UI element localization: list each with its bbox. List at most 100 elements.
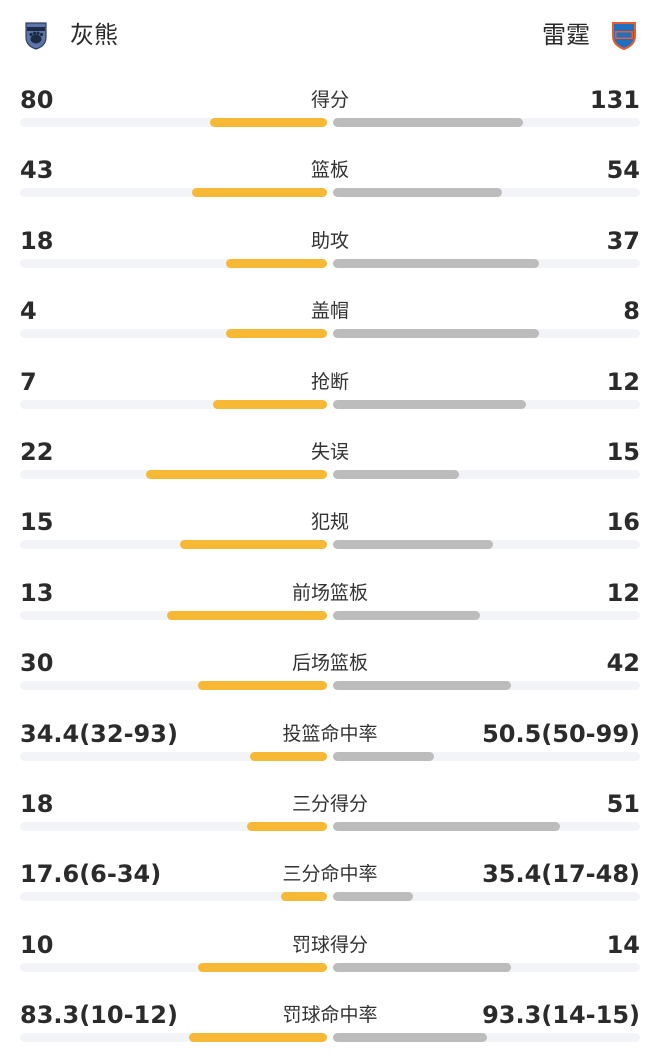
left-team-value: 10 <box>20 930 54 959</box>
left-team-bar <box>226 329 327 339</box>
left-team-value: 18 <box>20 226 54 255</box>
right-team-value: 42 <box>606 649 640 678</box>
stat-row: 30 后场篮板 42 <box>0 633 660 703</box>
right-team-bar <box>333 822 560 831</box>
left-bar-track <box>20 822 327 831</box>
left-bar-track <box>20 681 327 691</box>
left-team-bar <box>198 681 327 691</box>
left-team-value: 83.3(10-12) <box>20 1001 178 1030</box>
left-team-value: 18 <box>20 790 54 818</box>
right-team-value: 37 <box>606 226 640 255</box>
right-bar-track <box>333 681 640 691</box>
right-team-bar <box>333 399 526 409</box>
left-team-value: 80 <box>20 86 54 114</box>
stat-row: 80 得分 131 <box>0 70 660 140</box>
right-team-bar <box>333 892 413 902</box>
left-team-bar <box>210 118 327 127</box>
right-team-value: 16 <box>606 508 640 537</box>
stat-row: 18 三分得分 51 <box>0 774 660 844</box>
left-bar-track <box>20 751 327 761</box>
right-team-bar <box>333 1033 487 1043</box>
right-team-value: 12 <box>606 367 640 396</box>
stat-label: 罚球命中率 <box>282 1004 378 1027</box>
stat-label: 三分得分 <box>291 793 368 815</box>
left-team-value: 30 <box>20 649 54 678</box>
stat-label: 犯规 <box>310 511 349 534</box>
right-team-bar <box>333 118 523 127</box>
stat-label: 助攻 <box>310 229 349 252</box>
left-team-bar <box>247 822 327 831</box>
right-team-value: 8 <box>623 297 640 326</box>
stat-row: 15 犯规 16 <box>0 492 660 562</box>
right-team-name: 雷霆 <box>542 21 590 49</box>
right-team-bar <box>333 962 511 972</box>
left-team-value: 15 <box>20 508 54 537</box>
left-bar-track <box>20 399 327 409</box>
right-team-bar <box>333 751 434 761</box>
left-bar-track <box>20 188 327 198</box>
right-bar-track <box>333 118 640 127</box>
stat-row: 22 失误 15 <box>0 422 660 492</box>
left-bar-track <box>20 540 327 550</box>
left-bar-track <box>20 962 327 972</box>
left-team-bar <box>198 962 327 972</box>
stat-row: 10 罚球得分 14 <box>0 915 660 985</box>
stat-label: 抢断 <box>310 370 349 393</box>
stat-row: 18 助攻 37 <box>0 211 660 281</box>
right-bar-track <box>333 751 640 761</box>
right-bar-track <box>333 188 640 198</box>
stat-row: 4 盖帽 8 <box>0 281 660 351</box>
stat-label: 罚球得分 <box>291 933 368 956</box>
stat-label: 失误 <box>310 441 349 463</box>
right-bar-track <box>333 892 640 902</box>
right-team-value: 50.5(50-99) <box>482 719 640 748</box>
right-team-value: 93.3(14-15) <box>482 1001 640 1030</box>
right-team-bar <box>333 470 459 479</box>
left-team-value: 22 <box>20 438 54 466</box>
right-team-value: 12 <box>606 578 640 607</box>
left-team-bar <box>281 892 327 902</box>
left-team-bar <box>192 188 327 198</box>
right-bar-track <box>333 1033 640 1043</box>
left-bar-track <box>20 258 327 268</box>
left-team-value: 17.6(6-34) <box>20 860 162 889</box>
left-bar-track <box>20 118 327 127</box>
right-team-bar <box>333 681 511 691</box>
okc-thunder-logo-icon <box>608 19 640 51</box>
left-team-bar <box>226 258 327 268</box>
stat-label: 篮板 <box>310 159 349 182</box>
right-bar-track <box>333 258 640 268</box>
left-team-name: 灰熊 <box>70 21 118 49</box>
left-bar-track <box>20 610 327 620</box>
stat-row: 34.4(32-93) 投篮命中率 50.5(50-99) <box>0 704 660 774</box>
right-bar-track <box>333 540 640 550</box>
right-bar-track <box>333 822 640 831</box>
right-bar-track <box>333 329 640 339</box>
grizzlies-logo-icon <box>20 19 52 51</box>
stat-label: 后场篮板 <box>291 652 368 675</box>
left-team-bar <box>189 1033 327 1043</box>
right-team-value: 51 <box>606 790 640 818</box>
left-bar-track <box>20 470 327 479</box>
stat-label: 三分命中率 <box>282 863 378 886</box>
right-team-bar <box>333 540 493 550</box>
stat-row: 83.3(10-12) 罚球命中率 93.3(14-15) <box>0 985 660 1055</box>
left-team-value: 7 <box>20 367 37 396</box>
right-bar-track <box>333 610 640 620</box>
right-team-value: 131 <box>589 86 640 114</box>
left-team-bar <box>167 610 327 620</box>
right-team-value: 35.4(17-48) <box>482 860 640 889</box>
stat-label: 前场篮板 <box>291 581 368 604</box>
left-team-bar <box>180 540 327 550</box>
right-team-value: 54 <box>606 156 640 185</box>
left-bar-track <box>20 892 327 902</box>
left-team-bar <box>213 399 327 409</box>
right-bar-track <box>333 399 640 409</box>
left-bar-track <box>20 1033 327 1043</box>
right-team-bar <box>333 329 539 339</box>
left-team-bar <box>250 751 327 761</box>
stat-row: 13 前场篮板 12 <box>0 563 660 633</box>
right-team-value: 14 <box>606 930 640 959</box>
stat-label: 投篮命中率 <box>282 722 378 745</box>
left-team-bar <box>146 470 327 479</box>
